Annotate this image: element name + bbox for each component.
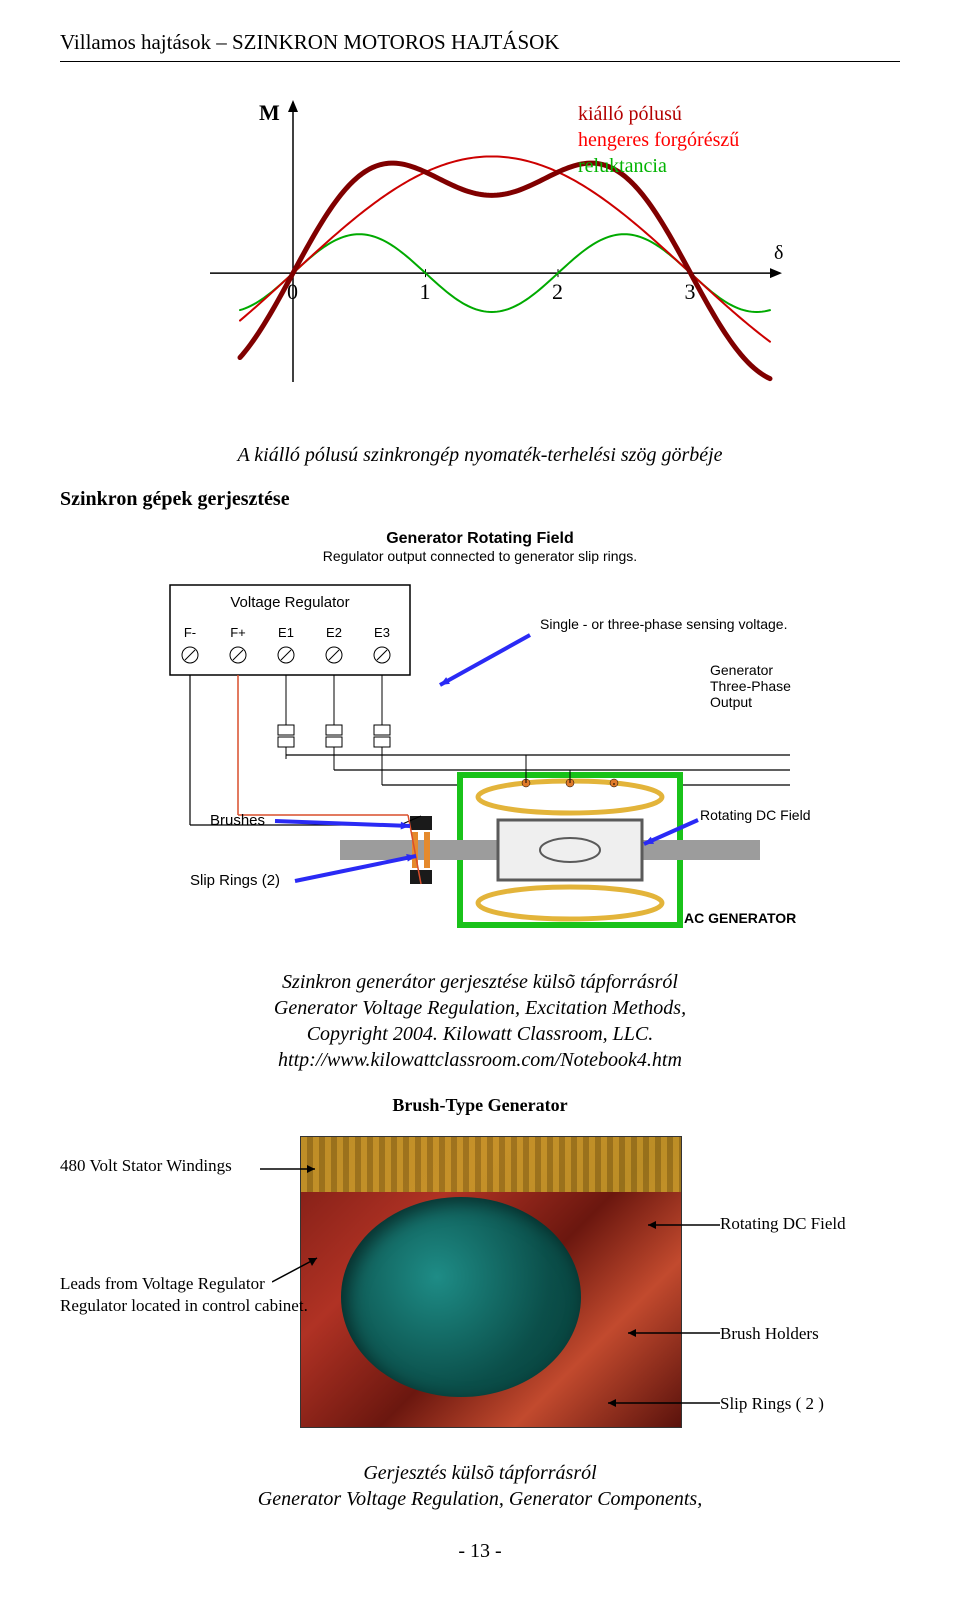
svg-text:M: M <box>259 100 280 125</box>
svg-text:Generator Rotating Field: Generator Rotating Field <box>386 530 574 547</box>
page-number: - 13 - <box>60 1540 900 1563</box>
brush-photo-title: Brush-Type Generator <box>60 1095 900 1116</box>
photo-cap-1: Gerjesztés külsõ tápforrásról <box>60 1460 900 1486</box>
arrow-icon <box>600 1398 720 1408</box>
svg-text:Regulator output connected to: Regulator output connected to generator … <box>323 548 637 564</box>
svg-text:F+: F+ <box>230 625 246 640</box>
svg-text:Brushes: Brushes <box>210 812 265 829</box>
svg-text:AC GENERATOR: AC GENERATOR <box>684 910 796 926</box>
page-header: Villamos hajtások – SZINKRON MOTOROS HAJ… <box>60 30 900 55</box>
svg-text:E1: E1 <box>278 625 294 640</box>
label-leads-1: Leads from Voltage Regulator <box>60 1274 265 1294</box>
header-right: SZINKRON MOTOROS HAJTÁSOK <box>232 30 559 54</box>
svg-text:Single - or three-phase sensin: Single - or three-phase sensing voltage. <box>540 616 787 632</box>
arrow-icon <box>640 1220 720 1230</box>
photo-cap-2: Generator Voltage Regulation, Generator … <box>60 1486 900 1512</box>
label-slip-rings: Slip Rings ( 2 ) <box>720 1394 824 1414</box>
exc-cap-4: http://www.kilowattclassroom.com/Noteboo… <box>60 1047 900 1073</box>
photo-caption: Gerjesztés külsõ tápforrásról Generator … <box>60 1460 900 1512</box>
brush-type-generator-photo: 480 Volt Stator Windings Leads from Volt… <box>60 1126 900 1446</box>
svg-text:E3: E3 <box>374 625 390 640</box>
svg-text:Generator: Generator <box>710 662 773 678</box>
label-leads-2: Regulator located in control cabinet. <box>60 1296 308 1316</box>
label-brush-holders: Brush Holders <box>720 1324 819 1344</box>
svg-text:F-: F- <box>184 625 196 640</box>
arrow-icon <box>260 1164 320 1174</box>
torque-angle-chart: 0123Mδkiálló pólusúhengeres forgórészűre… <box>160 82 800 422</box>
svg-text:Voltage Regulator: Voltage Regulator <box>230 594 349 611</box>
svg-text:Output: Output <box>710 694 752 710</box>
svg-text:Slip Rings (2): Slip Rings (2) <box>190 872 280 889</box>
svg-text:2: 2 <box>552 279 563 304</box>
svg-text:E2: E2 <box>326 625 342 640</box>
arrow-icon <box>272 1254 322 1286</box>
label-stator: 480 Volt Stator Windings <box>60 1156 232 1176</box>
exc-cap-2: Generator Voltage Regulation, Excitation… <box>60 995 900 1021</box>
exc-cap-3: Copyright 2004. Kilowatt Classroom, LLC. <box>60 1021 900 1047</box>
arrow-icon <box>620 1328 720 1338</box>
svg-text:hengeres forgórészű: hengeres forgórészű <box>578 129 739 151</box>
generator-photo-placeholder <box>300 1136 682 1428</box>
svg-text:δ: δ <box>774 242 783 264</box>
excitation-caption: Szinkron generátor gerjesztése külsõ táp… <box>60 969 900 1073</box>
label-rotating-field: Rotating DC Field <box>720 1214 846 1234</box>
svg-text:1: 1 <box>420 279 431 304</box>
header-rule <box>60 61 900 62</box>
svg-text:reluktancia: reluktancia <box>578 155 667 177</box>
svg-text:Rotating DC Field: Rotating DC Field <box>700 807 811 823</box>
excitation-diagram: Generator Rotating FieldRegulator output… <box>110 525 850 955</box>
excitation-heading: Szinkron gépek gerjesztése <box>60 488 900 511</box>
svg-text:Three-Phase: Three-Phase <box>710 678 791 694</box>
svg-text:kiálló pólusú: kiálló pólusú <box>578 103 682 125</box>
chart-caption: A kiálló pólusú szinkrongép nyomaték-ter… <box>60 442 900 468</box>
header-left: Villamos hajtások – <box>60 30 232 54</box>
exc-cap-1: Szinkron generátor gerjesztése külsõ táp… <box>60 969 900 995</box>
